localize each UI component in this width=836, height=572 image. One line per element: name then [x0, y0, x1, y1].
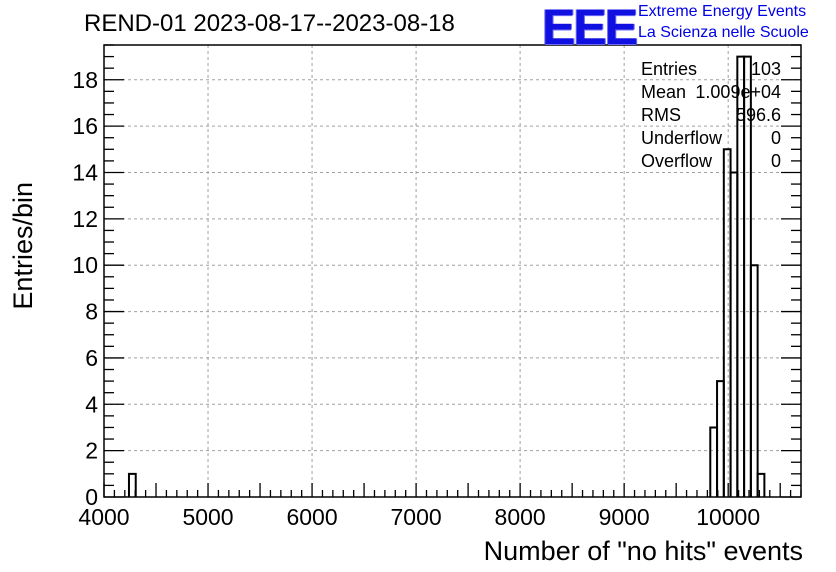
y-tick-label: 4 — [85, 391, 98, 417]
stats-label: RMS — [641, 105, 681, 125]
x-axis-label: Number of "no hits" events — [483, 536, 803, 566]
y-tick-label: 2 — [85, 438, 98, 464]
stats-value: 0 — [770, 128, 781, 148]
stats-row-mean: Mean 1.009e+04 — [641, 82, 781, 105]
stats-value: 0 — [770, 151, 781, 171]
histogram-bar — [716, 380, 725, 497]
stats-label: Mean — [641, 82, 687, 102]
logo-line-2: La Scienza nelle Scuole — [638, 24, 809, 41]
y-tick-label: 14 — [72, 159, 98, 185]
stats-value: 103 — [750, 59, 781, 79]
histogram-bar — [749, 264, 759, 497]
y-tick-label: 10 — [72, 252, 98, 278]
y-axis-label: Entries/bin — [8, 182, 38, 310]
stats-row-underflow: Underflow 0 — [641, 128, 781, 151]
stats-box: Entries 103 Mean 1.009e+04 RMS 596.6 Und… — [641, 59, 781, 174]
stats-row-overflow: Overflow 0 — [641, 151, 781, 174]
x-tick-label: 5000 — [182, 504, 233, 530]
logo-line-1: Extreme Energy Events — [638, 3, 807, 20]
chart-title: REND-01 2023-08-17--2023-08-18 — [84, 10, 455, 37]
x-tick-label: 10000 — [696, 504, 760, 530]
y-tick-label: 18 — [72, 67, 98, 93]
ticks — [103, 44, 802, 498]
eee-logo: EEE — [542, 0, 638, 55]
x-tick-label: 8000 — [495, 504, 546, 530]
y-tick-label: 16 — [72, 113, 98, 139]
stats-value: 1.009e+04 — [695, 82, 781, 102]
stats-value: 596.6 — [735, 105, 781, 125]
y-tick-label: 8 — [85, 299, 98, 325]
x-tick-label: 9000 — [599, 504, 650, 530]
stats-label: Underflow — [641, 128, 723, 148]
stats-row-rms: RMS 596.6 — [641, 105, 781, 128]
x-tick-label: 6000 — [286, 504, 337, 530]
y-tick-label: 12 — [72, 206, 98, 232]
histogram-bars — [127, 55, 766, 497]
y-tick-label: 0 — [85, 484, 98, 510]
histogram-bar — [756, 472, 766, 497]
x-tick-label: 7000 — [391, 504, 442, 530]
x-tick-label: 4000 — [78, 504, 129, 530]
tick-labels: 4000 5000 6000 7000 8000 9000 10000 0 2 4 6 8 10 12 14… — [72, 67, 760, 530]
axes — [103, 44, 802, 498]
y-tick-label: 6 — [85, 345, 98, 371]
histogram-bar — [709, 426, 719, 497]
histogram-bar — [729, 171, 739, 497]
histogram-bar — [127, 472, 137, 497]
grid-lines — [104, 45, 801, 497]
plot-frame — [103, 44, 802, 498]
stats-row-entries: Entries 103 — [641, 59, 781, 82]
stats-label: Overflow — [641, 151, 713, 171]
stats-label: Entries — [641, 59, 698, 79]
histogram-bar — [722, 148, 732, 497]
